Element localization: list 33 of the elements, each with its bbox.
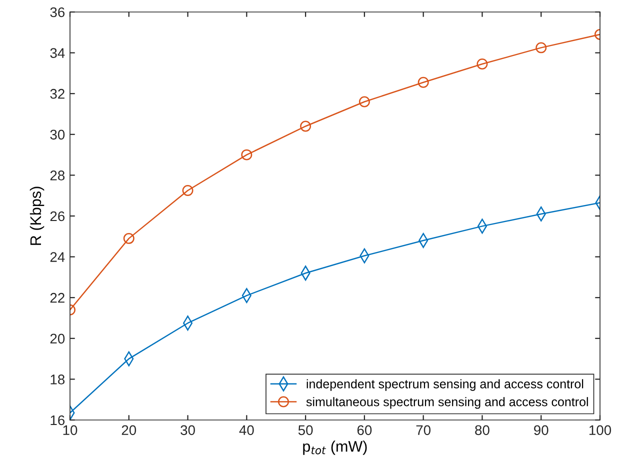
x-tick-label: 90: [534, 425, 548, 436]
x-tick-label: 20: [122, 425, 136, 436]
x-tick-label: 50: [298, 425, 313, 436]
x-tick-label: 60: [357, 425, 372, 436]
y-tick-label: 26: [50, 211, 65, 222]
y-tick-label: 28: [50, 170, 65, 180]
point: [536, 42, 547, 54]
y-tick-label: 32: [50, 88, 64, 99]
y-tick-label: 18: [50, 374, 65, 384]
point: [358, 96, 370, 108]
x-tick-label: 40: [239, 425, 254, 436]
y-tick-label: 36: [50, 7, 65, 18]
legend-label: simultaneous spectrum sensing and access control: [306, 397, 588, 409]
y-tick-label: 34: [50, 48, 65, 58]
x-tick-label: 10: [63, 425, 78, 436]
x-tick-label: 80: [475, 425, 490, 436]
y-tick-label: 24: [50, 252, 65, 262]
y-tick-label: 30: [50, 130, 65, 140]
x-axis-title: p$_{tot}$ (mW): [303, 440, 367, 455]
point: [182, 185, 194, 196]
y-tick-label: 16: [50, 415, 65, 426]
y-axis-title: R (Kbps): [30, 186, 44, 245]
point: [123, 232, 134, 244]
legend-label: independent spectrum sensing and access control: [306, 379, 584, 391]
point: [241, 149, 252, 160]
y-tick-label: 20: [50, 334, 65, 344]
x-tick-label: 100: [589, 425, 612, 436]
point: [300, 120, 312, 132]
x-tick-label: 30: [180, 425, 195, 436]
point: [418, 76, 429, 88]
y-tick-label: 22: [50, 292, 64, 303]
x-tick-label: 70: [416, 425, 431, 436]
point: [476, 58, 488, 70]
